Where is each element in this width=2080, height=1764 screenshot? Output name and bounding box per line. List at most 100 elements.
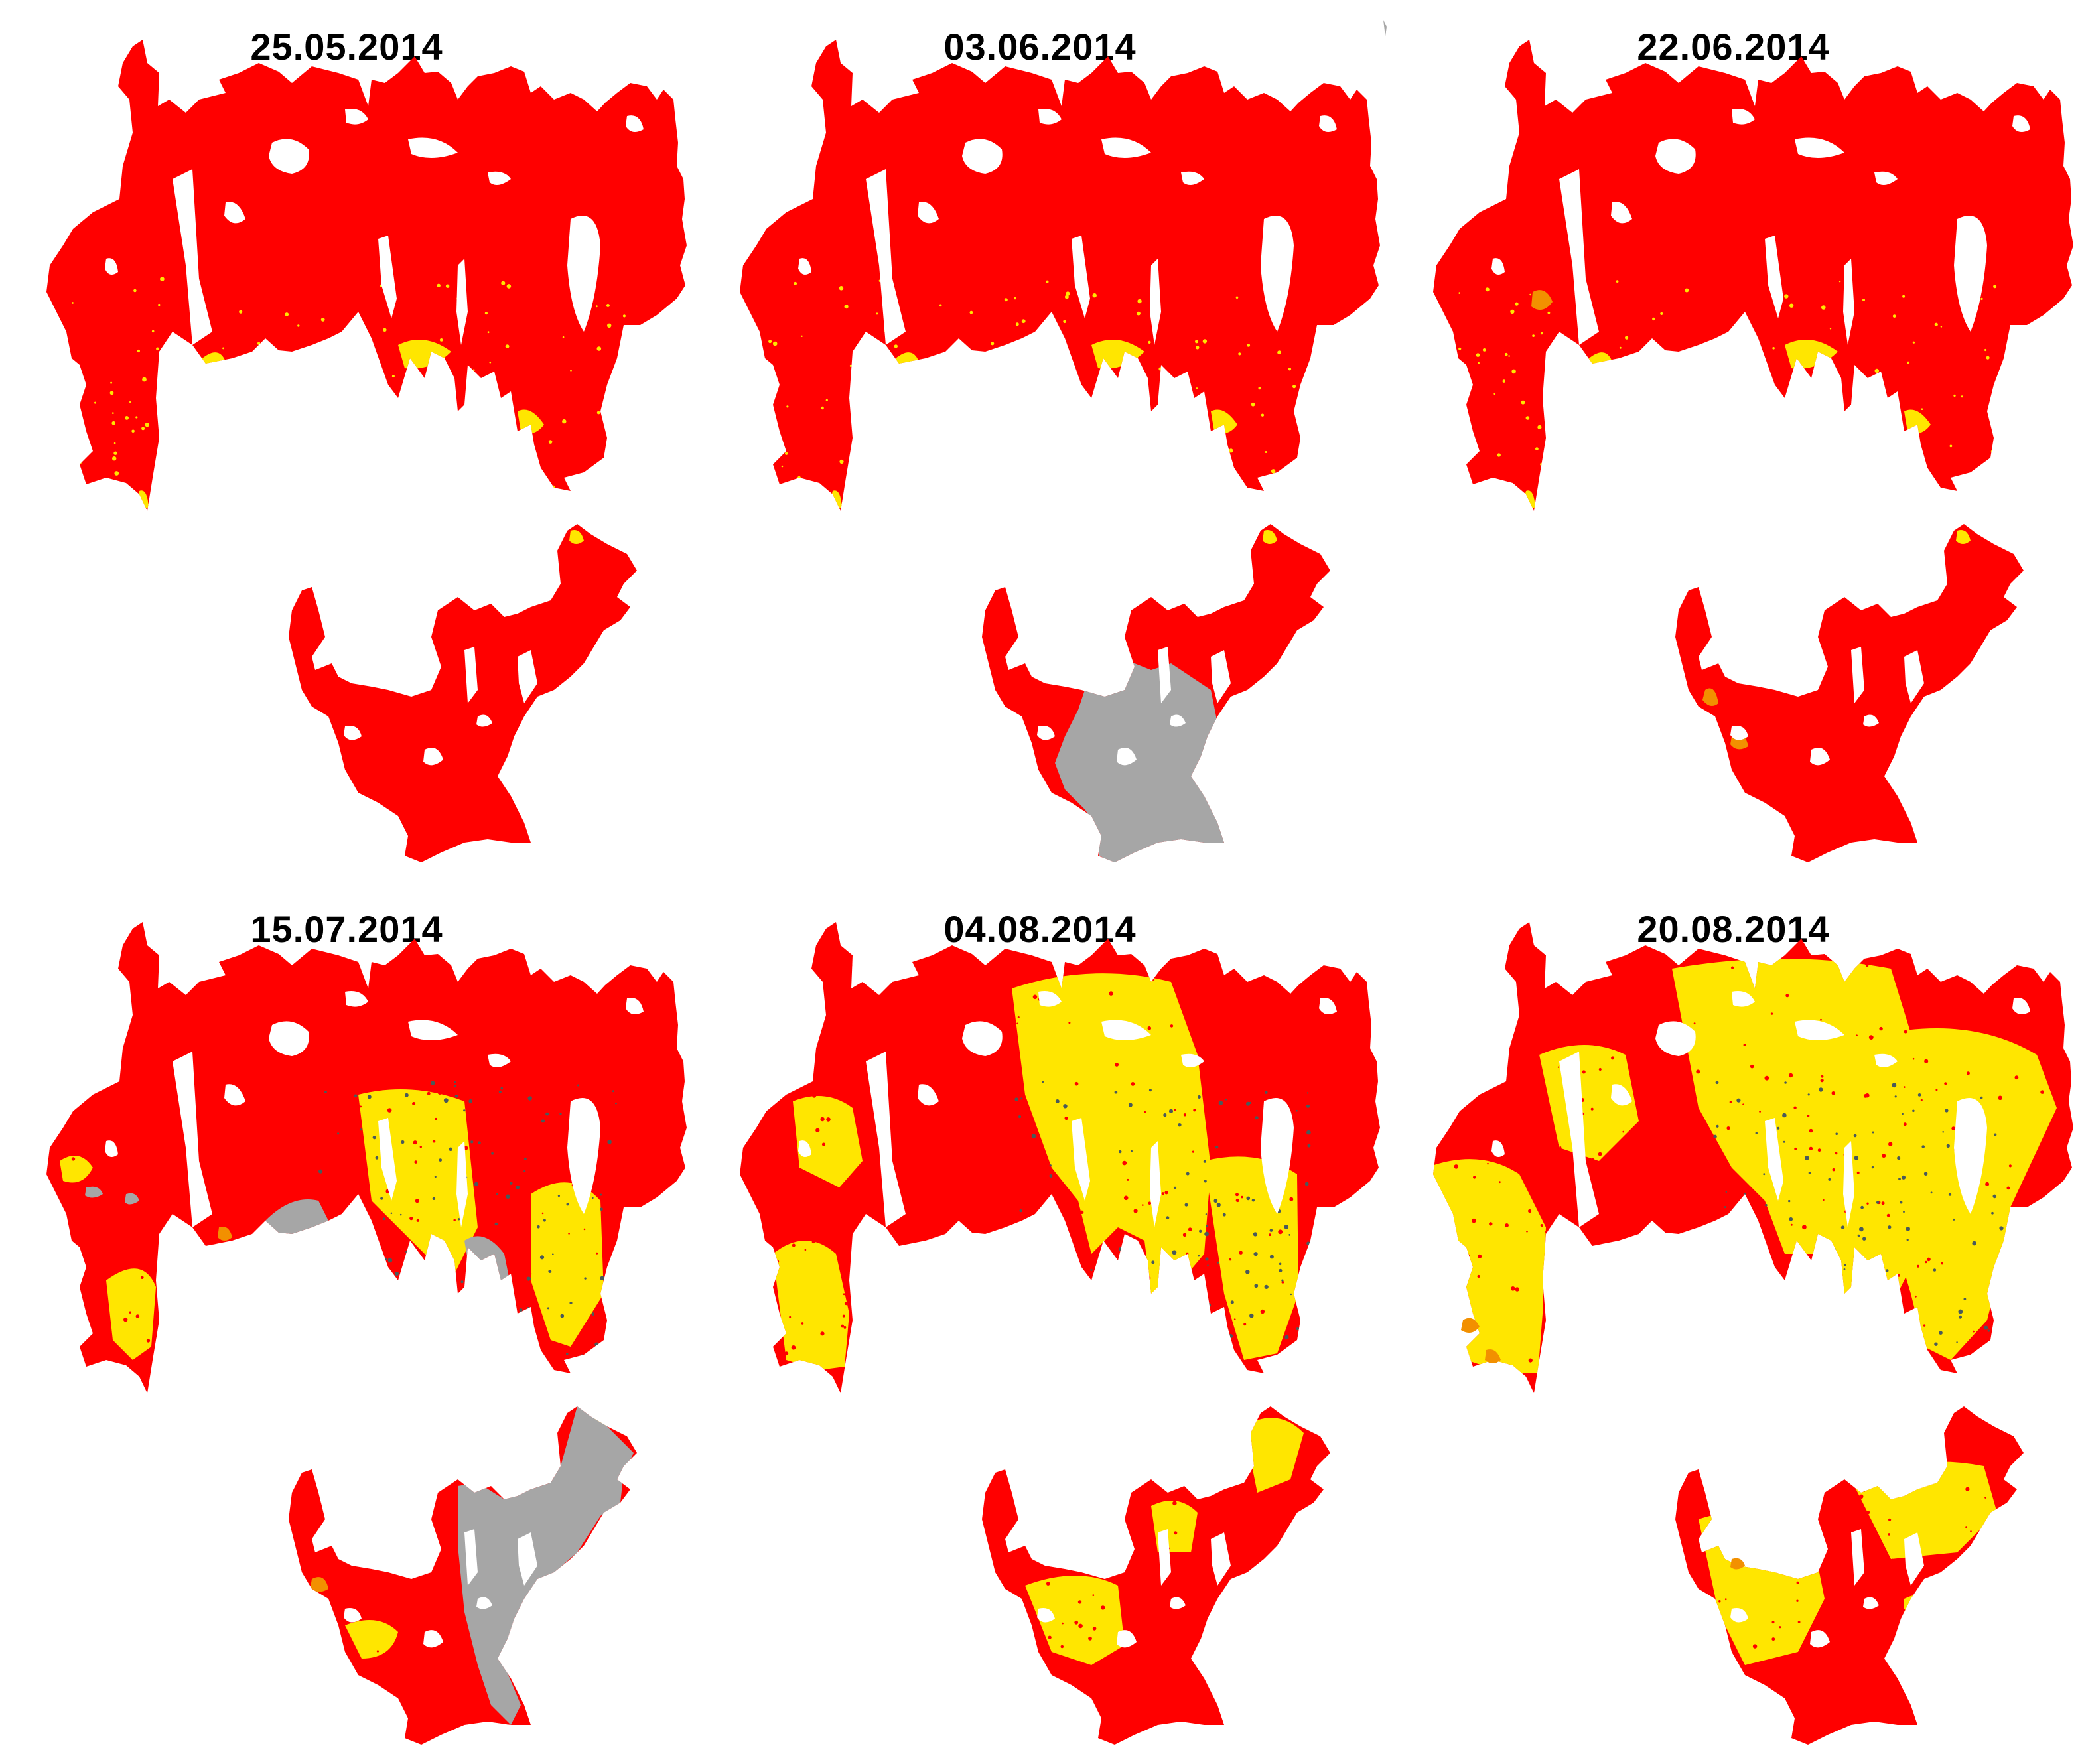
speckle	[458, 1365, 461, 1367]
speckle	[1515, 1287, 1519, 1292]
speckle	[529, 1272, 532, 1276]
speckle	[1063, 1104, 1068, 1109]
speckle	[1290, 1293, 1292, 1296]
speckle	[417, 1257, 421, 1262]
speckle	[1795, 356, 1799, 360]
speckle	[337, 1132, 340, 1135]
terrain-gap	[866, 169, 906, 345]
speckle	[1941, 1262, 1943, 1265]
speckle	[1923, 1324, 1926, 1327]
speckle	[1946, 1144, 1950, 1148]
speckle	[338, 1030, 342, 1034]
speckle	[605, 1570, 608, 1572]
speckle	[946, 351, 950, 355]
speckle	[2012, 359, 2017, 364]
speckle	[1637, 1121, 1641, 1126]
speckle	[285, 312, 289, 316]
speckle	[1271, 469, 1276, 474]
speckle	[503, 1079, 506, 1082]
speckle	[512, 419, 514, 422]
speckle	[622, 314, 626, 318]
speckle	[742, 1010, 744, 1012]
speckle	[1131, 1293, 1135, 1296]
speckle	[1193, 1109, 1196, 1112]
speckle	[1694, 1570, 1698, 1574]
speckle	[1618, 1235, 1623, 1239]
speckle	[1818, 478, 1821, 481]
speckle	[1664, 1371, 1667, 1374]
speckle	[1839, 1320, 1843, 1323]
speckle	[1194, 1018, 1199, 1023]
speckle	[1215, 1145, 1219, 1149]
speckle	[1161, 1192, 1164, 1195]
speckle	[468, 1099, 473, 1103]
speckle	[1330, 1151, 1333, 1154]
speckle	[1203, 1160, 1206, 1163]
speckle	[1147, 1276, 1151, 1280]
speckle	[346, 1706, 349, 1709]
speckle	[1370, 973, 1375, 979]
speckle	[877, 450, 880, 453]
speckle	[1300, 1564, 1305, 1568]
panel-date-label: 15.07.2014	[250, 908, 443, 950]
speckle	[1183, 1113, 1187, 1117]
speckle	[1932, 1654, 1937, 1658]
speckle	[1888, 1295, 1893, 1300]
speckle	[1811, 1538, 1814, 1540]
speckle	[228, 1174, 232, 1178]
speckle	[508, 1301, 512, 1306]
speckle	[1442, 1232, 1448, 1237]
speckle	[1257, 1063, 1260, 1067]
speckle	[1929, 1686, 1933, 1690]
speckle	[1641, 1191, 1647, 1195]
speckle	[1152, 961, 1157, 966]
speckle	[1184, 1203, 1188, 1207]
speckle	[1904, 1722, 1908, 1726]
speckle	[1904, 1030, 1907, 1034]
speckle	[1951, 1126, 1956, 1130]
speckle	[1784, 294, 1789, 299]
speckle	[364, 1280, 370, 1284]
cloud-area	[1383, 20, 1387, 36]
speckle	[1313, 1117, 1316, 1120]
speckle	[1847, 412, 1850, 415]
speckle	[1886, 1213, 1890, 1217]
speckle	[129, 1311, 131, 1314]
speckle	[620, 1616, 623, 1619]
speckle	[1048, 1635, 1052, 1639]
speckle	[1196, 346, 1200, 350]
speckle	[342, 441, 345, 444]
speckle	[1278, 1229, 1283, 1235]
speckle	[2002, 1672, 2006, 1677]
speckle	[1467, 423, 1470, 426]
speckle	[580, 1601, 585, 1606]
speckle	[1314, 1370, 1318, 1373]
speckle	[671, 1022, 673, 1025]
terrain-gap	[1954, 216, 1987, 332]
speckle	[346, 1243, 349, 1246]
speckle	[146, 1339, 151, 1343]
speckle	[324, 1091, 327, 1093]
speckle	[413, 1140, 417, 1145]
speckle	[1619, 346, 1622, 349]
speckle	[1959, 1655, 1963, 1659]
speckle	[297, 1519, 302, 1524]
speckle	[431, 1084, 436, 1089]
speckle	[987, 1138, 990, 1142]
speckle	[551, 485, 555, 489]
speckle	[405, 1319, 408, 1322]
speckle	[216, 1162, 219, 1166]
speckle	[997, 373, 1002, 378]
speckle	[791, 1345, 796, 1350]
speckle	[1088, 1636, 1092, 1641]
speckle	[1004, 298, 1008, 302]
speckle	[1148, 340, 1151, 344]
speckle	[1848, 1354, 1852, 1358]
speckle	[1826, 1608, 1830, 1612]
speckle	[1590, 475, 1593, 478]
speckle	[1058, 977, 1062, 981]
speckle	[1162, 1317, 1167, 1322]
speckle	[1793, 1106, 1797, 1109]
speckle	[1511, 1286, 1515, 1291]
speckle	[612, 979, 616, 983]
